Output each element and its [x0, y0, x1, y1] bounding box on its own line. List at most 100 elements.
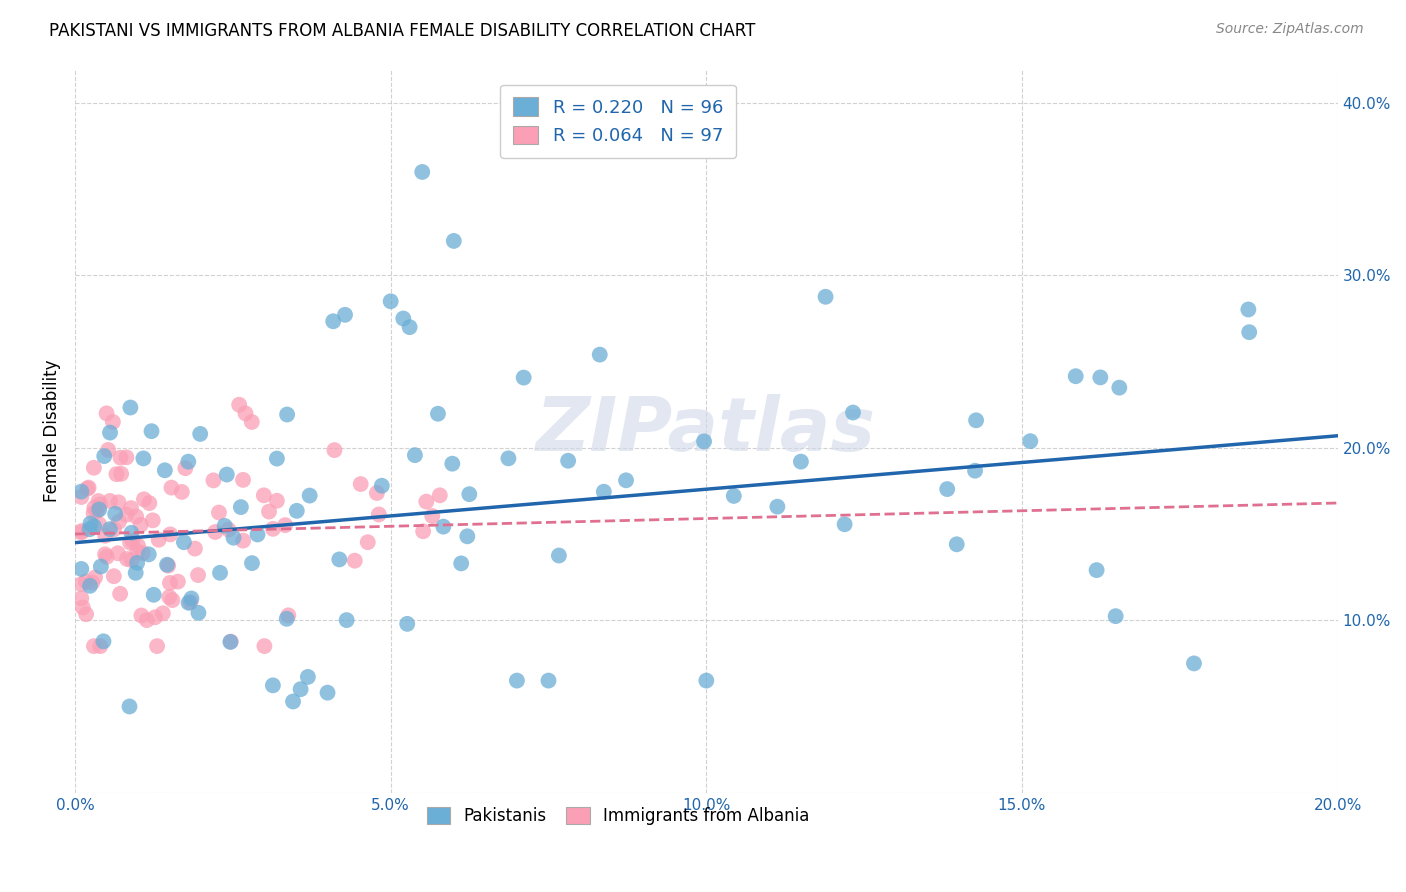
Point: [228, 398, 250, 412]
Point: [426, 407, 449, 421]
Point: [148, 533, 170, 547]
Y-axis label: Female Disability: Female Disability: [44, 359, 60, 502]
Point: [179, 595, 201, 609]
Point: [76, 482, 98, 496]
Point: [132, 492, 155, 507]
Point: [695, 673, 717, 688]
Point: [229, 500, 252, 514]
Point: [371, 479, 394, 493]
Point: [177, 455, 200, 469]
Point: [142, 513, 165, 527]
Point: [177, 596, 200, 610]
Point: [276, 612, 298, 626]
Point: [240, 415, 263, 429]
Point: [93, 634, 115, 648]
Point: [328, 552, 350, 566]
Point: [70, 525, 93, 540]
Point: [350, 477, 373, 491]
Point: [72, 600, 94, 615]
Point: [103, 569, 125, 583]
Point: [129, 517, 152, 532]
Point: [127, 544, 149, 558]
Point: [131, 608, 153, 623]
Point: [266, 493, 288, 508]
Point: [404, 448, 426, 462]
Point: [281, 694, 304, 708]
Point: [202, 474, 225, 488]
Point: [814, 290, 837, 304]
Point: [1237, 325, 1260, 339]
Point: [103, 522, 125, 536]
Point: [235, 406, 257, 420]
Point: [70, 591, 93, 606]
Point: [1064, 369, 1087, 384]
Point: [429, 488, 451, 502]
Point: [936, 482, 959, 496]
Point: [219, 634, 242, 648]
Point: [138, 496, 160, 510]
Point: [138, 547, 160, 561]
Text: Source: ZipAtlas.com: Source: ZipAtlas.com: [1216, 22, 1364, 37]
Point: [89, 497, 111, 511]
Point: [614, 473, 637, 487]
Point: [557, 454, 579, 468]
Point: [120, 501, 142, 516]
Point: [208, 506, 231, 520]
Point: [298, 489, 321, 503]
Point: [70, 577, 93, 591]
Point: [274, 518, 297, 533]
Point: [75, 574, 97, 589]
Point: [412, 524, 434, 539]
Point: [333, 308, 356, 322]
Point: [834, 517, 856, 532]
Point: [217, 523, 239, 537]
Point: [1237, 302, 1260, 317]
Point: [127, 539, 149, 553]
Point: [246, 527, 269, 541]
Point: [162, 593, 184, 607]
Point: [506, 673, 529, 688]
Point: [170, 484, 193, 499]
Point: [398, 320, 420, 334]
Text: PAKISTANI VS IMMIGRANTS FROM ALBANIA FEMALE DISABILITY CORRELATION CHART: PAKISTANI VS IMMIGRANTS FROM ALBANIA FEM…: [49, 22, 755, 40]
Point: [232, 533, 254, 548]
Point: [105, 467, 128, 482]
Point: [512, 370, 534, 384]
Point: [108, 515, 131, 529]
Legend: Pakistanis, Immigrants from Albania: Pakistanis, Immigrants from Albania: [416, 797, 820, 835]
Point: [157, 558, 180, 573]
Point: [232, 473, 254, 487]
Point: [1019, 434, 1042, 449]
Point: [276, 408, 298, 422]
Point: [146, 639, 169, 653]
Point: [89, 639, 111, 653]
Point: [83, 460, 105, 475]
Point: [115, 508, 138, 522]
Point: [115, 450, 138, 465]
Point: [285, 504, 308, 518]
Point: [108, 587, 131, 601]
Point: [204, 524, 226, 539]
Point: [366, 486, 388, 500]
Point: [188, 426, 211, 441]
Point: [135, 613, 157, 627]
Point: [83, 506, 105, 520]
Point: [121, 533, 143, 548]
Point: [262, 678, 284, 692]
Point: [187, 606, 209, 620]
Point: [132, 546, 155, 560]
Point: [70, 490, 93, 504]
Point: [84, 570, 107, 584]
Point: [277, 608, 299, 623]
Point: [98, 522, 121, 536]
Point: [115, 552, 138, 566]
Point: [120, 401, 142, 415]
Point: [157, 590, 180, 604]
Point: [94, 547, 117, 561]
Point: [104, 507, 127, 521]
Point: [257, 505, 280, 519]
Point: [184, 541, 207, 556]
Point: [766, 500, 789, 514]
Point: [443, 234, 465, 248]
Point: [121, 553, 143, 567]
